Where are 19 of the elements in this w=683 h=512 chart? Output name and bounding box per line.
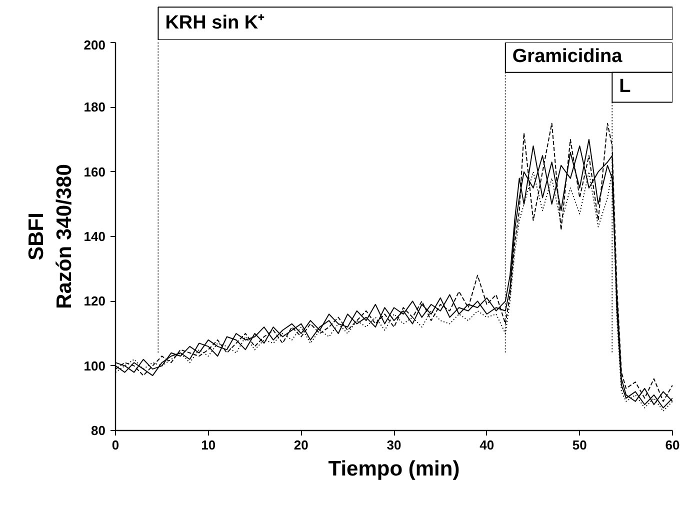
x-tick-label: 30	[386, 438, 402, 452]
y-tick-label: 180	[84, 100, 106, 115]
x-tick-label: 40	[480, 438, 494, 452]
x-tick-label: 50	[572, 438, 587, 452]
y-tick-label: 160	[84, 164, 106, 180]
y-tick-label: 200	[84, 38, 106, 52]
x-tick-label: 10	[201, 438, 216, 452]
ref-line-label: KRH sin K⁺	[165, 12, 266, 34]
y-tick-label: 80	[91, 423, 106, 438]
x-tick-label: 20	[294, 438, 308, 452]
x-tick-label: 60	[665, 438, 680, 452]
y-tick-label: 120	[84, 294, 106, 309]
y-axis-title: SBFI Razón 340/380	[25, 164, 76, 309]
ref-line-label: L	[619, 76, 632, 97]
y-tick-label: 140	[84, 229, 106, 244]
ref-line-label: Gramicidina	[512, 46, 623, 67]
y-tick-label: 100	[84, 358, 106, 374]
x-tick-label: 0	[112, 438, 120, 452]
x-axis-title: Tiempo (min)	[328, 458, 460, 480]
